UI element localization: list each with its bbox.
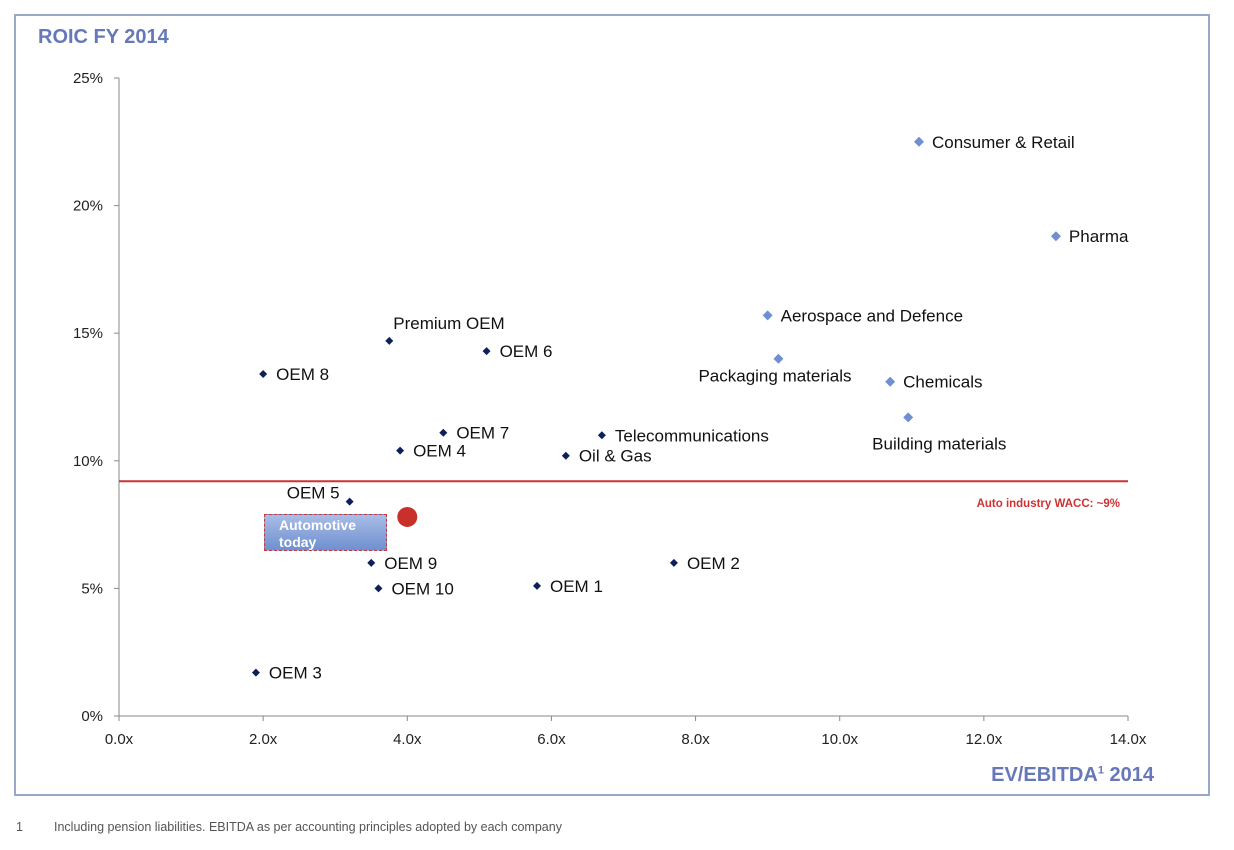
footnote-number: 1 — [16, 820, 23, 834]
x-axis-title-footnote-mark: 1 — [1097, 764, 1104, 777]
x-tick-label: 14.0x — [1110, 731, 1147, 748]
x-tick-label: 6.0x — [537, 731, 566, 748]
point-label: Telecommunications — [615, 426, 769, 445]
y-tick-label: 20% — [73, 198, 103, 215]
y-tick-label: 10% — [73, 453, 103, 470]
point-label: Aerospace and Defence — [781, 306, 963, 325]
point-label: OEM 6 — [500, 342, 553, 361]
data-point-marker — [396, 446, 405, 455]
point-label: Packaging materials — [698, 367, 851, 386]
point-label: OEM 7 — [456, 424, 509, 443]
automotive-box-line1: Automotive — [279, 517, 356, 533]
data-point-marker — [597, 431, 606, 440]
data-point-marker — [259, 370, 268, 379]
data-point-marker — [533, 581, 542, 590]
y-tick-label: 25% — [73, 70, 103, 87]
chart-frame — [14, 14, 1210, 796]
axes: 0.0x 2.0x 4.0x 6.0x 8.0x 10.0x 12.0x 14.0x 0% 5% 1… — [73, 70, 1147, 748]
data-point-marker — [385, 336, 394, 345]
x-tick-label: 12.0x — [966, 731, 1003, 748]
data-points — [119, 136, 1128, 677]
chart-title: ROIC FY 2014 — [38, 26, 169, 48]
automotive-today-box: Automotive today — [264, 514, 387, 551]
automotive-box-line2: today — [279, 534, 317, 550]
point-label: OEM 8 — [276, 365, 329, 384]
point-label: Consumer & Retail — [932, 133, 1075, 152]
automotive-today-dot — [397, 506, 418, 527]
footnote: 1 Including pension liabilities. EBITDA a… — [16, 820, 562, 834]
y-tick-label: 0% — [81, 708, 103, 725]
data-point-marker — [762, 310, 773, 321]
point-label: Chemicals — [903, 373, 982, 392]
point-label: Oil & Gas — [579, 447, 652, 466]
point-label: OEM 3 — [269, 664, 322, 683]
point-label: OEM 2 — [687, 554, 740, 573]
point-label: Pharma — [1069, 227, 1129, 246]
x-axis-title: EV/EBITDA1 2014 — [991, 764, 1154, 787]
x-tick-label: 8.0x — [681, 731, 710, 748]
point-label: OEM 9 — [384, 554, 437, 573]
data-point-marker — [885, 376, 896, 387]
x-tick-label: 0.0x — [105, 731, 134, 748]
data-point-marker — [482, 347, 491, 356]
footnote-text: Including pension liabilities. EBITDA as… — [54, 820, 562, 834]
y-tick-label: 15% — [73, 325, 103, 342]
point-label: OEM 5 — [287, 484, 340, 503]
x-axis-title-text: EV/EBITDA — [991, 764, 1098, 786]
x-axis-title-year: 2014 — [1109, 764, 1155, 786]
data-point-marker — [439, 428, 448, 437]
data-point-marker — [903, 412, 914, 423]
data-point-marker — [345, 497, 354, 506]
point-label: OEM 1 — [550, 577, 603, 596]
data-point-marker — [561, 451, 570, 460]
point-label: OEM 4 — [413, 442, 466, 461]
point-label: Building materials — [872, 434, 1006, 453]
wacc-label: Auto industry WACC: ~9% — [977, 498, 1120, 510]
data-point-marker — [374, 584, 383, 593]
point-label: OEM 10 — [391, 579, 453, 598]
data-point-marker — [773, 353, 784, 364]
point-label: Premium OEM — [393, 314, 504, 333]
data-point-marker — [367, 558, 376, 567]
data-point-marker — [669, 558, 678, 567]
data-point-marker — [913, 136, 924, 147]
data-labels: Auto industry WACC: ~9% OEM 1 OEM 2 OEM 3 OE… — [269, 133, 1129, 683]
data-point-marker — [251, 668, 260, 677]
x-tick-label: 10.0x — [821, 731, 858, 748]
x-tick-label: 2.0x — [249, 731, 278, 748]
x-tick-label: 4.0x — [393, 731, 422, 748]
y-tick-label: 5% — [81, 580, 103, 597]
data-point-marker — [1050, 231, 1061, 242]
